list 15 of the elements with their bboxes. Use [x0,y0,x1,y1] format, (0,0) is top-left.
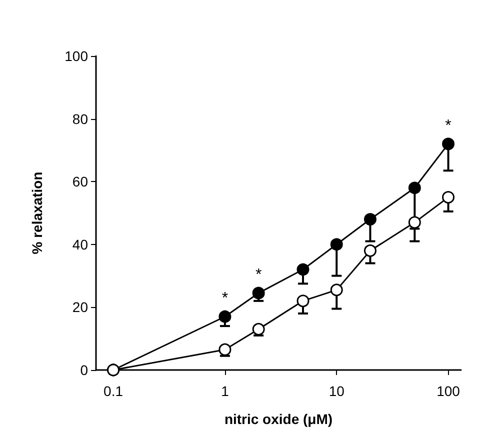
x-tick-label: 0.1 [104,383,124,399]
y-tick-label: 0 [80,362,88,378]
y-tick-label: 20 [72,299,88,316]
x-tick-label: 10 [328,383,345,399]
y-tick-label: 80 [72,110,88,127]
annotation: * [445,117,452,134]
x-tick-label: 1 [221,383,230,399]
y-tick-label: 100 [64,48,88,64]
x-tick-label: 100 [436,383,460,399]
annotation: * [222,290,228,308]
x-axis-title: nitric oxide (μM) [224,411,333,427]
annotation: * [255,266,262,284]
y-tick-label: 40 [72,236,88,252]
y-axis-title: % relaxation [29,172,45,254]
y-tick-label: 60 [72,174,88,190]
